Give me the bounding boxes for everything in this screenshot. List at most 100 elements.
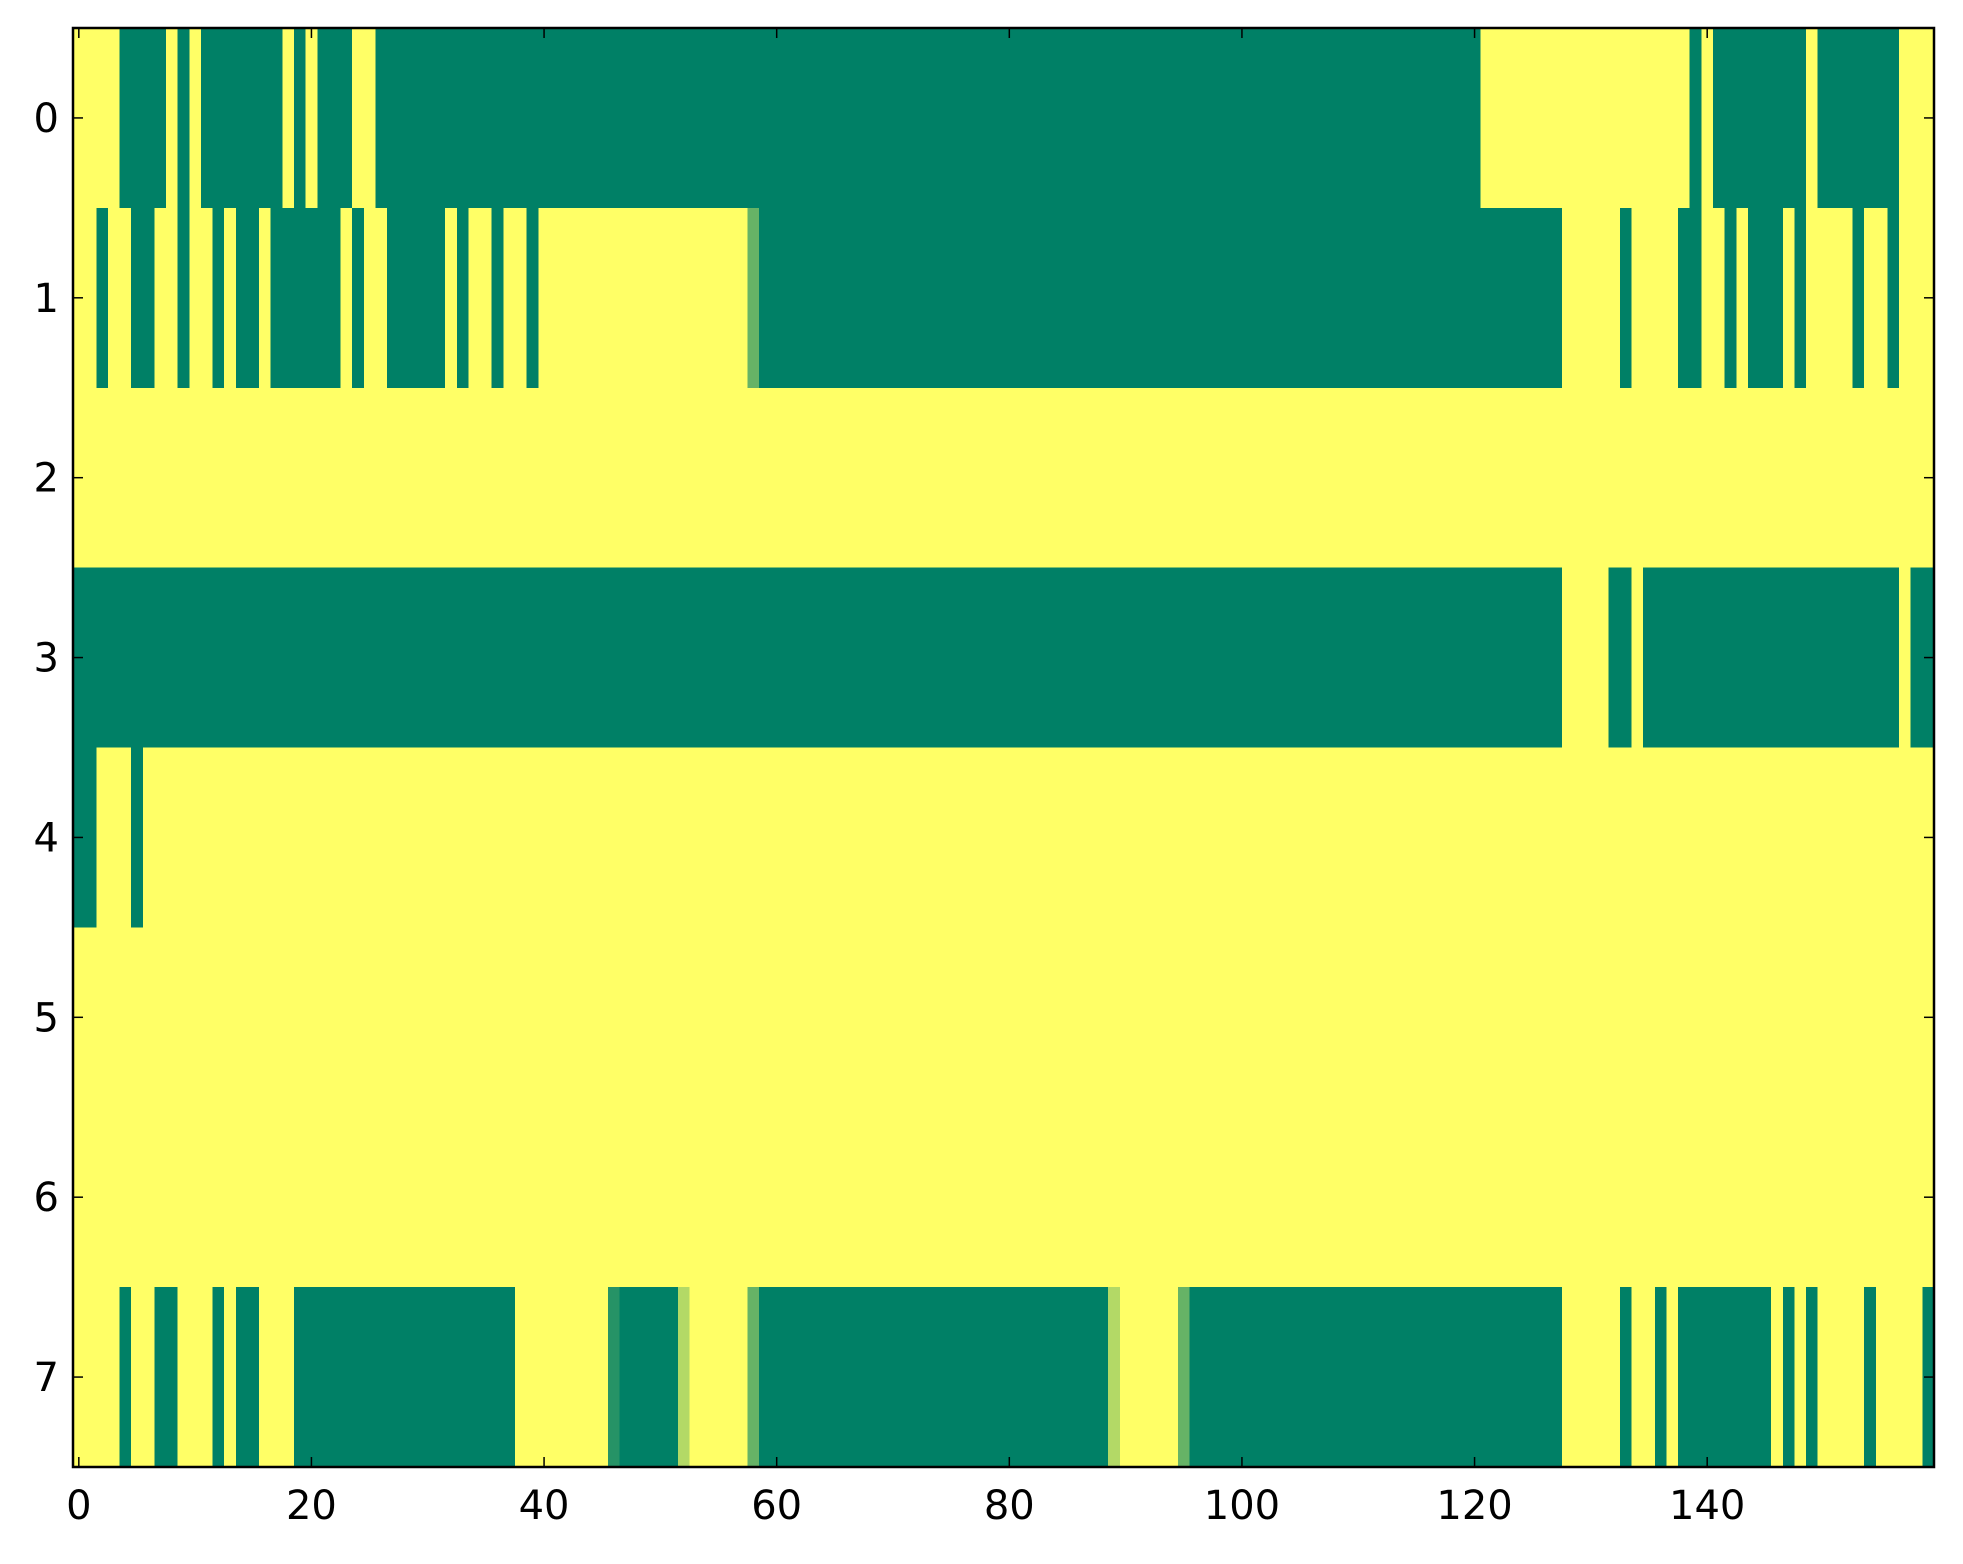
y-tick-label: 4 xyxy=(34,815,59,861)
cell xyxy=(1084,28,1098,209)
cell xyxy=(352,387,365,569)
cell xyxy=(782,207,795,389)
cell xyxy=(421,207,435,389)
cell xyxy=(689,207,702,389)
cell xyxy=(1596,28,1609,209)
cell xyxy=(456,28,470,209)
cell xyxy=(1364,747,1377,928)
cell xyxy=(352,207,365,389)
cell xyxy=(1910,747,1923,928)
cell xyxy=(96,207,109,389)
cell xyxy=(1398,927,1412,1108)
cell xyxy=(1282,1107,1295,1288)
cell xyxy=(1445,387,1458,569)
cell xyxy=(259,1287,272,1468)
cell xyxy=(1410,207,1423,389)
cell xyxy=(1457,28,1470,209)
cell xyxy=(340,567,353,749)
cell xyxy=(724,567,737,749)
cell xyxy=(1352,1287,1365,1468)
cell xyxy=(805,567,818,749)
cell xyxy=(1794,1107,1807,1288)
cell xyxy=(480,207,493,389)
cell xyxy=(166,28,179,209)
cell xyxy=(468,1287,481,1468)
cell xyxy=(1305,28,1319,209)
cell xyxy=(1340,207,1354,389)
cell xyxy=(770,1107,784,1288)
cell xyxy=(1212,567,1226,749)
cell xyxy=(654,28,667,209)
cell xyxy=(1852,567,1865,749)
cell xyxy=(177,1287,190,1468)
cell xyxy=(200,1107,214,1288)
cell xyxy=(1619,1107,1633,1288)
cell xyxy=(980,747,993,928)
cell xyxy=(1608,387,1621,569)
cell xyxy=(1364,1107,1377,1288)
cell xyxy=(1689,747,1702,928)
cell xyxy=(782,927,795,1108)
cell xyxy=(1445,747,1458,928)
cell xyxy=(1038,747,1051,928)
cell xyxy=(1294,567,1307,749)
cell xyxy=(852,567,865,749)
cell xyxy=(363,207,377,389)
cell xyxy=(608,207,621,389)
cell xyxy=(1550,1287,1563,1468)
cell xyxy=(573,1107,586,1288)
cell xyxy=(1666,567,1679,749)
cell xyxy=(282,927,295,1108)
cell xyxy=(1375,387,1388,569)
cell xyxy=(573,28,586,209)
cell xyxy=(456,387,470,569)
cell xyxy=(1050,28,1063,209)
cell xyxy=(1177,927,1191,1108)
cell xyxy=(701,1287,714,1468)
cell xyxy=(1852,387,1865,569)
cell xyxy=(387,1107,400,1288)
cell xyxy=(1573,28,1586,209)
cell xyxy=(154,747,167,928)
cell xyxy=(980,927,993,1108)
cell xyxy=(1166,387,1179,569)
x-tick-label: 140 xyxy=(1669,1483,1745,1529)
cell xyxy=(224,927,237,1108)
cell xyxy=(875,1287,888,1468)
cell xyxy=(1457,387,1470,569)
cell xyxy=(421,927,435,1108)
cell xyxy=(770,1287,784,1468)
cell xyxy=(1317,387,1330,569)
cell xyxy=(677,927,691,1108)
cell xyxy=(1608,207,1621,389)
cell xyxy=(1096,1107,1109,1288)
cell xyxy=(887,1287,900,1468)
cell xyxy=(1177,207,1191,389)
cell xyxy=(224,567,237,749)
cell xyxy=(177,567,190,749)
cell xyxy=(1503,1287,1516,1468)
cell xyxy=(829,567,842,749)
cell xyxy=(1271,567,1284,749)
cell xyxy=(1736,28,1749,209)
cell xyxy=(1666,1287,1679,1468)
cell xyxy=(1282,1287,1295,1468)
cell xyxy=(1503,28,1516,209)
cell xyxy=(782,567,795,749)
cell xyxy=(1201,927,1214,1108)
cell xyxy=(503,927,516,1108)
cell xyxy=(503,387,516,569)
cell xyxy=(514,1287,528,1468)
cell xyxy=(689,387,702,569)
cell xyxy=(503,1287,516,1468)
cell xyxy=(1596,747,1609,928)
cell xyxy=(689,567,702,749)
cell xyxy=(514,207,528,389)
cell xyxy=(154,387,167,569)
cell xyxy=(1782,1287,1796,1468)
cell xyxy=(1305,1287,1319,1468)
cell xyxy=(619,207,632,389)
cell xyxy=(1445,1107,1458,1288)
cell xyxy=(456,1287,470,1468)
cell xyxy=(1387,28,1400,209)
